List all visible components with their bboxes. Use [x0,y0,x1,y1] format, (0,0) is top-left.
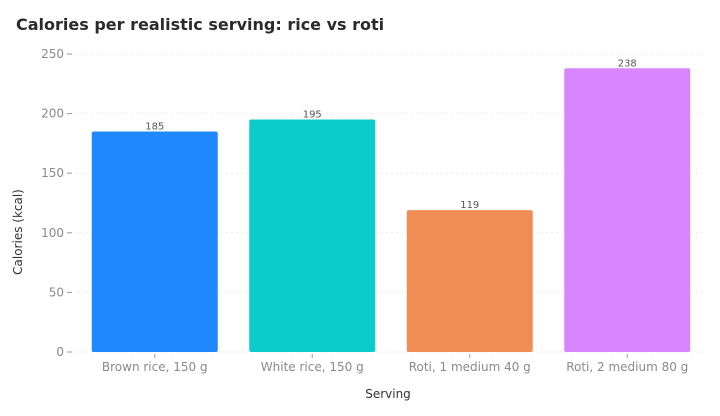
y-tick-label: 100 [41,226,64,240]
x-tick-label: Roti, 1 medium 40 g [409,360,531,374]
bar [91,131,218,352]
y-tick-label: 200 [41,107,64,121]
y-tick-label: 250 [41,47,64,61]
y-axis-label: Calories (kcal) [11,189,25,275]
x-tick-label: Roti, 2 medium 80 g [566,360,688,374]
data-label: 185 [145,121,164,132]
y-tick-label: 150 [41,166,64,180]
bar [564,68,691,352]
data-label: 195 [303,110,322,121]
x-axis-label: Serving [365,387,411,401]
data-label: 238 [618,58,637,69]
x-tick-label: Brown rice, 150 g [102,360,208,374]
y-tick-label: 50 [49,285,64,299]
bar [249,119,376,352]
y-axis: 0 50 100 150 200 250 [41,47,72,359]
x-axis: Brown rice, 150 g White rice, 150 g Roti, … [102,354,688,374]
y-tick-label: 0 [56,345,64,359]
chart-title: Calories per realistic serving: rice vs … [16,15,384,34]
bars: 185 195 119 238 [91,58,691,352]
bar [406,210,533,352]
x-tick-label: White rice, 150 g [261,360,364,374]
data-label: 119 [460,200,479,211]
